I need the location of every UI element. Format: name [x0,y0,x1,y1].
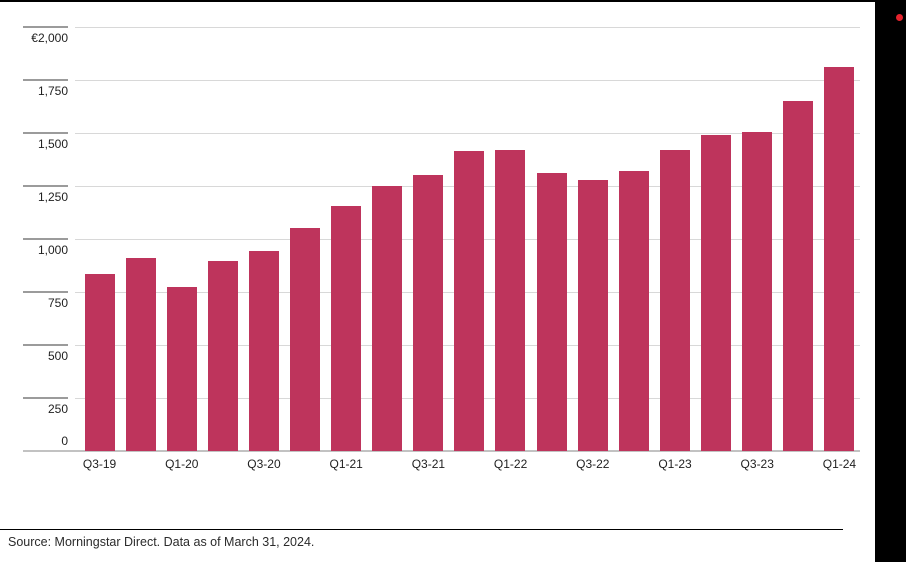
bar-Q1-23 [659,150,690,451]
y-tick-label: 1,000 [37,243,68,257]
bar-Q3-19 [84,274,115,451]
x-tick-label: Q3-19 [82,457,117,471]
y-tick [23,397,68,399]
top-border-rule [0,0,906,2]
bar-series [79,27,860,451]
y-tick-label: 250 [47,402,68,416]
bar-Q2-20 [207,261,238,451]
y-tick [23,79,68,81]
bar-Q3-21 [413,175,444,451]
y-tick-label: 500 [47,349,68,363]
footer-divider-rule [0,529,843,530]
y-tick [23,238,68,240]
bar-Q4-19 [125,258,156,451]
bar-Q1-20 [166,287,197,451]
bar-Q3-22 [577,180,608,451]
bar-Q4-20 [290,228,321,451]
x-tick-label: Q1-21 [329,457,363,471]
gridline [75,27,860,28]
y-tick-label: 1,750 [37,84,68,98]
y-tick [23,344,68,346]
y-tick-label: €2,000 [31,31,68,45]
x-tick-label: Q3-22 [576,457,610,471]
y-tick-label: 750 [47,296,68,310]
bar-Q1-21 [331,206,362,451]
y-tick-label: 1,250 [37,190,68,204]
x-tick-label: Q3-23 [740,457,774,471]
x-tick-label: Q1-24 [822,457,857,471]
x-tick-label: Q1-23 [658,457,692,471]
y-tick-label: 0 [61,434,68,448]
x-tick-label: Q3-21 [411,457,446,471]
bar-Q2-22 [536,173,567,451]
bar-Q1-24 [824,67,855,451]
plot-area [23,27,860,452]
bar-Q1-22 [495,150,526,451]
x-tick-label: Q1-20 [165,457,199,471]
red-dot-marker [896,14,903,21]
bar-Q4-22 [618,171,649,451]
bar-Q2-23 [700,135,731,451]
bar-Q2-21 [372,186,403,451]
source-note: Source: Morningstar Direct. Data as of M… [8,535,315,549]
bar-Q3-23 [742,132,773,451]
y-tick [23,132,68,134]
y-tick-label: 1,500 [37,137,68,151]
gridline [75,80,860,81]
right-black-strip [875,0,906,562]
y-tick [23,291,68,293]
x-tick-label: Q1-22 [493,457,528,471]
bar-Q4-23 [783,101,814,451]
bar-Q4-21 [454,151,485,451]
bar-Q3-20 [248,251,279,451]
x-axis-baseline [23,450,860,452]
y-tick [23,185,68,187]
y-tick [23,26,68,28]
gridline [75,133,860,134]
x-tick-label: Q3-20 [247,457,281,471]
